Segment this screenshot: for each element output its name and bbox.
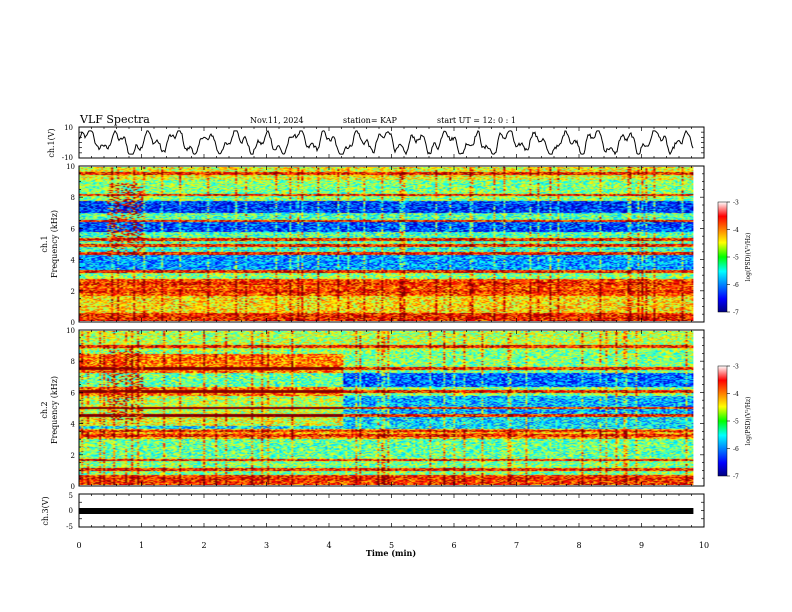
y-tick-label: 0 (71, 483, 75, 491)
ch3-waveform-panel: 5 0 -5 ch.3(V) (41, 492, 705, 531)
start-time-label: start UT = 12: 0 : 1 (437, 116, 516, 125)
station-label: station= KAP (343, 116, 398, 125)
colorbar-tick-label: -6 (733, 446, 739, 453)
x-tick-label: 0 (76, 541, 81, 550)
ch1-waveform-line (78, 129, 694, 156)
y-tick-label: 10 (66, 327, 75, 335)
ch2-colorbar-label: log(PSD)(V²/Hz) (745, 397, 752, 446)
x-tick-label: 5 (389, 541, 394, 550)
y-tick-label: 8 (71, 358, 75, 366)
ch1-waveform-ylabel: ch.1(V) (47, 128, 56, 157)
colorbar-tick-label: -6 (733, 282, 739, 289)
x-tick-label: 10 (699, 541, 709, 550)
ch3-ytick-top: 5 (69, 492, 73, 500)
colorbar-tick-label: -5 (733, 419, 739, 426)
y-tick-label: 0 (71, 319, 75, 327)
ch2-spectrogram-channel-label: ch.2 (40, 401, 49, 418)
y-tick-label: 4 (71, 421, 76, 429)
colorbar-tick-label: -4 (733, 227, 739, 234)
y-tick-label: 2 (71, 452, 75, 460)
ch1-ytick-bottom: -10 (62, 154, 73, 162)
ch2-spectrogram-image (79, 331, 694, 485)
ch2-colorbar (717, 365, 728, 477)
ch3-waveform-line (79, 508, 694, 514)
x-axis-label: Time (min) (366, 548, 416, 558)
x-tick-label: 3 (264, 541, 269, 550)
y-tick-label: 10 (66, 163, 75, 171)
ch1-colorbar-label: log(PSD)(V²/Hz) (745, 233, 752, 282)
x-tick-label: 4 (326, 541, 331, 550)
colorbar-tick-label: -7 (733, 310, 739, 317)
ch1-waveform-frame (78, 126, 705, 159)
ch1-spectrogram-image (79, 167, 694, 321)
x-tick-label: 1 (139, 541, 144, 550)
ch1-spectrogram-ylabel: Frequency (kHz) (50, 210, 59, 278)
figure-title: VLF Spectra (79, 113, 150, 126)
date-label: Nov.11, 2024 (250, 116, 304, 125)
ch1-spectrogram-channel-label: ch.1 (40, 235, 49, 252)
y-tick-label: 6 (71, 389, 76, 397)
colorbar-tick-label: -4 (733, 391, 739, 398)
x-tick-label: 9 (639, 541, 644, 550)
ch1-colorbar (717, 201, 728, 313)
x-tick-label: 6 (451, 541, 456, 550)
ch1-ytick-top: 10 (64, 124, 73, 132)
ch3-ytick-middle: 0 (69, 507, 73, 515)
y-tick-label: 6 (71, 225, 76, 233)
colorbar-tick-label: -3 (733, 200, 739, 207)
y-tick-label: 2 (71, 288, 75, 296)
ch1-waveform-panel: 10 -10 ch.1(V) (47, 124, 705, 162)
colorbar-tick-label: -3 (733, 364, 739, 371)
colorbar-tick-label: -5 (733, 255, 739, 262)
y-tick-label: 4 (71, 257, 76, 265)
x-tick-label: 8 (576, 541, 581, 550)
colorbar-tick-label: -7 (733, 474, 739, 481)
ch2-spectrogram-ylabel: Frequency (kHz) (50, 376, 59, 444)
x-axis-tick-labels: 0 1 2 3 4 5 6 7 8 9 10 (76, 541, 709, 550)
x-tick-label: 7 (514, 541, 519, 550)
ch3-ytick-bottom: -5 (66, 523, 73, 531)
x-tick-label: 2 (201, 541, 206, 550)
y-tick-label: 8 (71, 194, 75, 202)
ch3-waveform-ylabel: ch.3(V) (41, 496, 50, 525)
